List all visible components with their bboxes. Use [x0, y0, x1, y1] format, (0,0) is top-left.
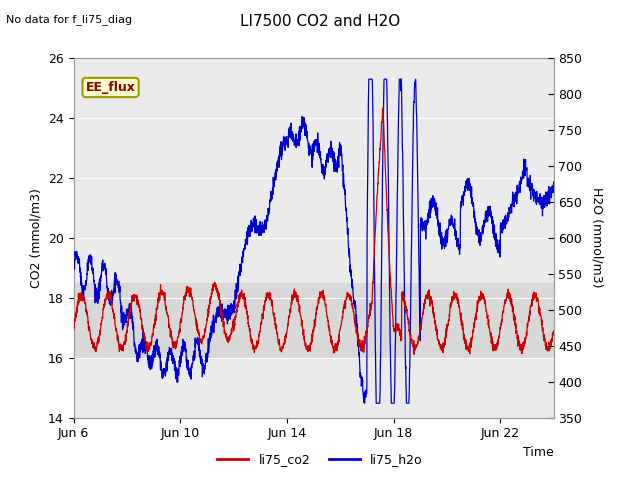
Legend: li75_co2, li75_h2o: li75_co2, li75_h2o: [212, 448, 428, 471]
Y-axis label: CO2 (mmol/m3): CO2 (mmol/m3): [29, 188, 42, 288]
X-axis label: Time: Time: [523, 446, 554, 459]
Text: LI7500 CO2 and H2O: LI7500 CO2 and H2O: [240, 14, 400, 29]
Text: EE_flux: EE_flux: [86, 81, 136, 94]
Text: No data for f_li75_diag: No data for f_li75_diag: [6, 14, 132, 25]
Bar: [74, 283, 554, 358]
Y-axis label: H2O (mmol/m3): H2O (mmol/m3): [590, 187, 604, 288]
